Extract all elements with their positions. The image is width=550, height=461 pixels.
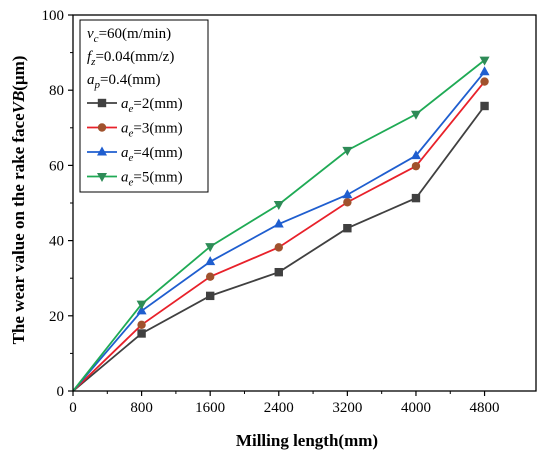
x-tick-label-6: 4800 [470, 400, 500, 416]
condition-1: vc=60(m/min) [87, 26, 171, 45]
condition-2: fz=0.04(mm/z) [87, 49, 174, 68]
series-4-point-4 [342, 146, 353, 156]
series-4-point-3 [273, 201, 284, 211]
plot-area [72, 56, 490, 392]
legend-label-3-subscript: e [129, 152, 134, 164]
series-1-point-1 [137, 329, 146, 338]
x-tick-label-0: 0 [69, 400, 77, 416]
y-tick-label-2: 40 [49, 234, 64, 250]
y-axis-label: The wear value on the rake faceVB(μm) [9, 56, 28, 345]
x-axis-label: Milling length(mm) [236, 431, 378, 450]
condition-1-symbol: v [87, 26, 94, 42]
series-4-point-6 [479, 56, 490, 66]
series-3-point-3 [273, 218, 284, 228]
series-1-point-2 [205, 291, 215, 301]
x-tick-label-4: 3200 [332, 400, 362, 416]
legend-label-3-symbol: a [121, 145, 129, 161]
legend-label-4-subscript: e [129, 177, 134, 189]
condition-2-value: =0.04(mm/z) [95, 49, 174, 65]
legend-marker-4 [97, 173, 107, 182]
series-1-point-6 [480, 101, 489, 111]
series-1-point-3 [274, 267, 283, 277]
y-tick-label-4: 80 [49, 83, 64, 99]
series-2-point-5 [411, 161, 421, 171]
series-1-point-4 [343, 223, 352, 233]
legend-label-2-value: =3(mm) [133, 121, 182, 137]
legend-label-4: ae=5(mm) [121, 170, 183, 189]
y-axis-label-var: VB [9, 91, 28, 114]
y-axis-label-prefix: The wear value on the rake face [9, 113, 28, 344]
legend-marker-2 [97, 123, 107, 132]
condition-3-value: =0.4(mm) [100, 72, 161, 88]
series-3-point-2 [205, 256, 216, 266]
legend-label-1-value: =2(mm) [133, 96, 182, 112]
series-3-point-6 [479, 66, 490, 76]
legend-label-2-symbol: a [121, 121, 129, 137]
x-tick-label-2: 1600 [195, 400, 225, 416]
condition-3-symbol: a [87, 72, 95, 88]
condition-2-symbol: f [87, 49, 93, 65]
y-tick-label-3: 60 [49, 158, 64, 174]
series-4-point-2 [205, 243, 216, 253]
series-3-point-4 [342, 189, 353, 199]
x-tick-label-3: 2400 [264, 400, 294, 416]
y-tick-label-1: 20 [49, 309, 64, 325]
legend-label-4-value: =5(mm) [133, 170, 182, 186]
legend-marker-1 [97, 98, 107, 108]
x-tick-label-5: 4000 [401, 400, 431, 416]
series-2-point-6 [480, 77, 489, 86]
condition-3: ap=0.4(mm) [87, 72, 161, 91]
condition-1-subscript: c [94, 33, 99, 45]
legend-label-2-subscript: e [129, 128, 134, 140]
legend-label-3-value: =4(mm) [133, 145, 182, 161]
series-2-point-2 [205, 272, 215, 281]
legend-label-2: ae=3(mm) [121, 121, 183, 140]
y-tick-label-0: 0 [57, 384, 65, 400]
series-3-point-5 [410, 150, 421, 160]
legend-label-1-subscript: e [129, 103, 134, 115]
condition-3-subscript: p [94, 79, 101, 91]
series-4-point-1 [136, 300, 147, 310]
series-2-point-1 [137, 320, 146, 330]
x-tick-label-1: 800 [130, 400, 153, 416]
axes: 0 800 1600 2400 3200 4000 4800 0 20 40 60 80 100 [42, 8, 537, 416]
legend-label-1: ae=2(mm) [121, 96, 183, 115]
series-2-point-4 [343, 198, 352, 207]
legend-label-1-symbol: a [121, 96, 129, 112]
series-2-point-3 [274, 243, 283, 252]
series-3-point-1 [136, 305, 147, 315]
series-4-point-5 [410, 110, 421, 120]
legend: vc=60(m/min)fz=0.04(mm/z)ap=0.4(mm)ae=2(… [79, 19, 209, 193]
condition-2-subscript: z [90, 56, 96, 68]
series-1-point-5 [411, 193, 421, 203]
legend-label-4-symbol: a [121, 170, 129, 186]
condition-1-value: =60(m/min) [99, 26, 172, 42]
legend-label-3: ae=4(mm) [121, 145, 183, 164]
y-tick-label-5: 100 [42, 8, 65, 24]
y-axis-label-suffix: (μm) [9, 56, 28, 91]
legend-marker-3 [97, 146, 107, 156]
